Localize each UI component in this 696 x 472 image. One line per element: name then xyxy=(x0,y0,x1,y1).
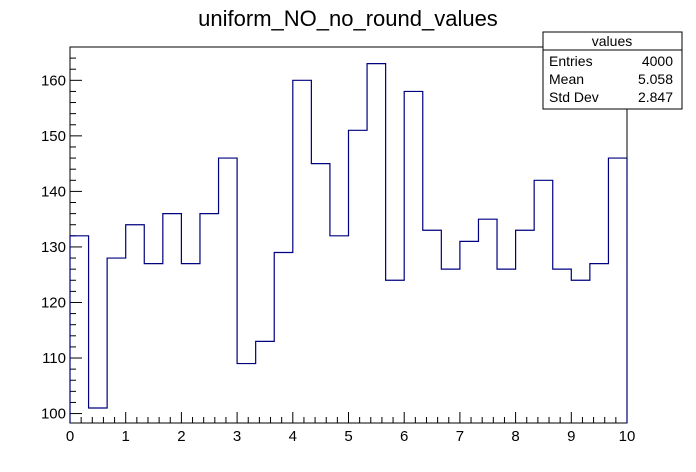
chart-title: uniform_NO_no_round_values xyxy=(198,6,498,31)
x-tick-label: 10 xyxy=(619,428,636,445)
stats-stddev-value: 2.847 xyxy=(638,89,673,105)
stats-mean-value: 5.058 xyxy=(638,71,673,87)
x-tick-label: 0 xyxy=(66,428,74,445)
x-tick-label: 4 xyxy=(289,428,297,445)
y-tick-label: 120 xyxy=(41,294,66,311)
stats-title: values xyxy=(592,33,632,49)
x-tick-label: 2 xyxy=(177,428,185,445)
stats-box: values Entries 4000 Mean 5.058 Std Dev 2… xyxy=(542,31,683,110)
x-tick-label: 3 xyxy=(233,428,241,445)
x-axis: 0 1 2 3 4 5 6 7 8 9 10 xyxy=(66,412,636,445)
stats-mean-label: Mean xyxy=(549,71,584,87)
stats-entries-value: 4000 xyxy=(642,53,673,69)
y-tick-label: 130 xyxy=(41,239,66,256)
y-tick-label: 150 xyxy=(41,128,66,145)
x-tick-label: 7 xyxy=(456,428,464,445)
y-tick-label: 110 xyxy=(42,350,66,367)
x-tick-label: 5 xyxy=(344,428,352,445)
x-tick-label: 8 xyxy=(511,428,519,445)
stats-entries-label: Entries xyxy=(549,53,593,69)
x-tick-label: 9 xyxy=(567,428,575,445)
y-tick-label: 100 xyxy=(41,406,66,423)
histogram-line xyxy=(69,63,628,423)
x-tick-label: 6 xyxy=(400,428,408,445)
y-tick-label: 140 xyxy=(41,183,66,200)
y-axis: 100 110 120 130 140 150 160 xyxy=(41,57,82,423)
x-tick-label: 1 xyxy=(122,428,130,445)
histogram-outline xyxy=(69,63,628,423)
stats-stddev-label: Std Dev xyxy=(549,89,599,105)
y-tick-label: 160 xyxy=(41,72,66,89)
